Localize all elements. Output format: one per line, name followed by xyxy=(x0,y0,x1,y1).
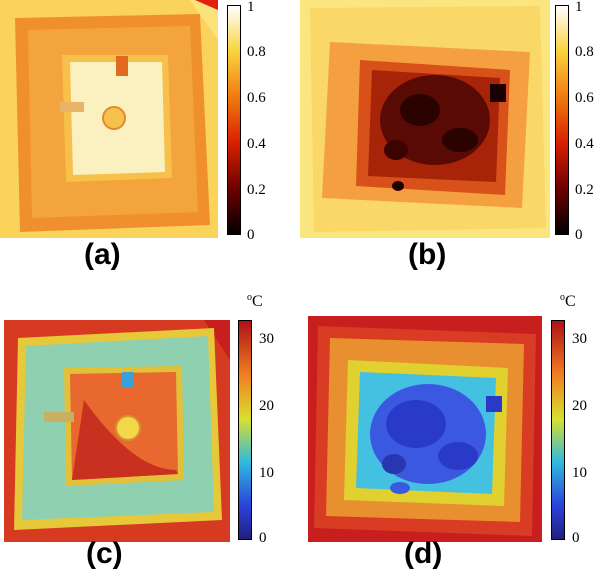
tick-label: 0.2 xyxy=(575,182,594,198)
tick-label: 0.6 xyxy=(247,90,266,106)
tick-label: 1 xyxy=(247,0,255,15)
panel-label-d: (d) xyxy=(404,537,443,570)
tick-label: 0 xyxy=(572,530,580,546)
thermal-image-b xyxy=(300,0,550,238)
thermal-image-c xyxy=(4,320,230,542)
unit-label-c: oC xyxy=(247,292,263,310)
tick-label: 0.4 xyxy=(247,136,266,152)
panel-label-c: (c) xyxy=(86,537,123,570)
tick-label: 0.8 xyxy=(575,44,594,60)
tick-label: 0.4 xyxy=(575,136,594,152)
colorbar-c xyxy=(238,320,252,540)
tick-label: 0.8 xyxy=(247,44,266,60)
tick-label: 0.2 xyxy=(247,182,266,198)
panel-label-b: (b) xyxy=(408,238,447,271)
tick-label: 20 xyxy=(259,398,274,414)
tick-label: 0.6 xyxy=(575,90,594,106)
thermal-image-d xyxy=(308,316,542,542)
tick-label: 20 xyxy=(572,398,587,414)
tick-label: 10 xyxy=(259,465,274,481)
colorbar-d xyxy=(551,320,565,540)
tick-label: 0 xyxy=(575,227,583,243)
thermal-image-a xyxy=(0,0,218,238)
tick-label: 0 xyxy=(247,227,255,243)
colorbar-b xyxy=(555,5,569,235)
tick-label: 10 xyxy=(572,465,587,481)
colorbar-a xyxy=(227,5,241,235)
tick-label: 1 xyxy=(575,0,583,15)
tick-label: 0 xyxy=(259,530,267,546)
unit-label-d: oC xyxy=(560,292,576,310)
tick-label: 30 xyxy=(572,331,587,347)
panel-label-a: (a) xyxy=(84,238,121,271)
tick-label: 30 xyxy=(259,331,274,347)
